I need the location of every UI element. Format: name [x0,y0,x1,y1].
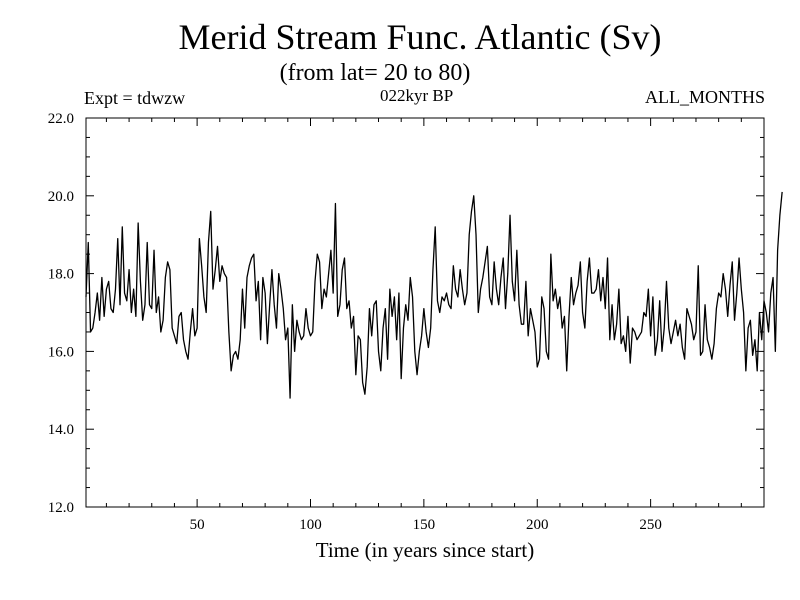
y-tick-label: 16.0 [48,344,74,360]
period-label: 022kyr BP [380,86,454,105]
x-tick-label: 150 [413,517,436,533]
series-line [85,191,783,399]
chart-subtitle: (from lat= 20 to 80) [279,60,471,86]
x-tick-label: 100 [299,517,322,533]
x-tick-label: 250 [639,517,662,533]
plot-frame [85,117,765,508]
y-tick-label: 12.0 [48,500,74,516]
experiment-label: Expt = tdwzw [84,88,186,108]
x-tick-label: 50 [190,517,205,533]
y-tick-label: 14.0 [48,422,74,438]
y-tick-label: 18.0 [48,267,74,283]
x-tick-label: 200 [526,517,549,533]
y-tick-label: 22.0 [48,111,74,127]
chart-title: Merid Stream Func. Atlantic (Sv) [178,17,662,57]
y-axis: 12.0 14.0 16.0 18.0 20.0 22.0 [48,111,764,516]
x-axis: 50 100 150 200 250 [105,118,765,533]
months-label: ALL_MONTHS [645,87,765,107]
x-axis-title: Time (in years since start) [316,538,535,562]
y-tick-label: 20.0 [48,189,74,205]
